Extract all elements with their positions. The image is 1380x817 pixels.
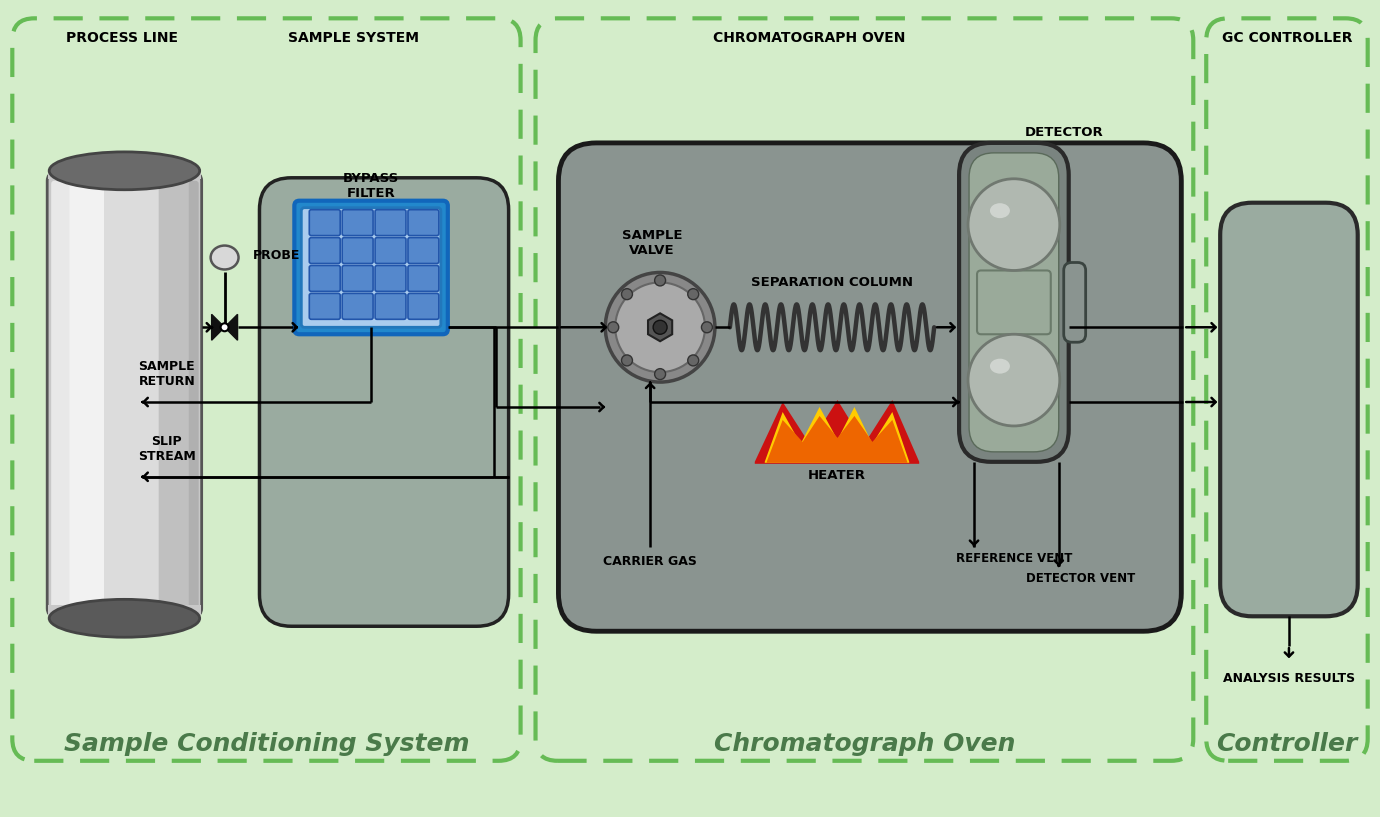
Text: CARRIER GAS: CARRIER GAS (603, 555, 697, 568)
Circle shape (654, 275, 665, 286)
Text: Chromatograph Oven: Chromatograph Oven (713, 732, 1016, 756)
FancyBboxPatch shape (159, 181, 189, 609)
FancyBboxPatch shape (342, 210, 373, 235)
FancyBboxPatch shape (408, 293, 439, 319)
FancyBboxPatch shape (294, 201, 448, 334)
Polygon shape (767, 416, 907, 462)
FancyBboxPatch shape (104, 181, 159, 609)
Text: SAMPLE
VALVE: SAMPLE VALVE (622, 229, 682, 257)
Polygon shape (765, 407, 909, 462)
Text: DETECTOR VENT: DETECTOR VENT (1027, 572, 1136, 585)
FancyBboxPatch shape (309, 238, 341, 264)
FancyBboxPatch shape (408, 210, 439, 235)
Polygon shape (225, 315, 237, 340)
Circle shape (621, 355, 632, 366)
Text: Controller: Controller (1216, 732, 1358, 756)
FancyBboxPatch shape (309, 266, 341, 292)
Ellipse shape (50, 600, 200, 637)
FancyBboxPatch shape (309, 210, 341, 235)
FancyBboxPatch shape (959, 143, 1068, 462)
Circle shape (615, 283, 705, 372)
Text: CHROMATOGRAPH OVEN: CHROMATOGRAPH OVEN (713, 31, 905, 45)
Circle shape (621, 288, 632, 300)
FancyBboxPatch shape (51, 181, 69, 609)
Text: PROCESS LINE: PROCESS LINE (66, 31, 178, 45)
Circle shape (607, 322, 618, 333)
Polygon shape (649, 314, 672, 342)
Text: SLIP
STREAM: SLIP STREAM (138, 435, 196, 463)
Circle shape (967, 334, 1060, 426)
Circle shape (654, 368, 665, 380)
FancyBboxPatch shape (375, 238, 406, 264)
FancyBboxPatch shape (375, 210, 406, 235)
Circle shape (687, 355, 698, 366)
FancyBboxPatch shape (408, 266, 439, 292)
Text: SEPARATION COLUMN: SEPARATION COLUMN (751, 276, 914, 289)
Polygon shape (755, 400, 919, 464)
Circle shape (967, 179, 1060, 270)
FancyBboxPatch shape (375, 266, 406, 292)
FancyBboxPatch shape (342, 293, 373, 319)
FancyBboxPatch shape (69, 181, 104, 609)
Text: Sample Conditioning System: Sample Conditioning System (63, 732, 469, 756)
Text: BYPASS
FILTER: BYPASS FILTER (344, 172, 399, 200)
Text: REFERENCE VENT: REFERENCE VENT (956, 552, 1072, 565)
Ellipse shape (50, 152, 200, 190)
FancyBboxPatch shape (977, 270, 1050, 334)
Circle shape (653, 320, 667, 334)
FancyBboxPatch shape (301, 208, 440, 328)
FancyBboxPatch shape (47, 173, 201, 616)
Text: SAMPLE
RETURN: SAMPLE RETURN (138, 360, 195, 388)
Text: ANALYSIS RESULTS: ANALYSIS RESULTS (1223, 672, 1355, 685)
FancyBboxPatch shape (259, 178, 509, 627)
FancyBboxPatch shape (48, 605, 200, 615)
FancyBboxPatch shape (342, 266, 373, 292)
FancyBboxPatch shape (1064, 262, 1086, 342)
Circle shape (701, 322, 712, 333)
FancyBboxPatch shape (1220, 203, 1358, 616)
Text: HEATER: HEATER (807, 469, 865, 482)
Ellipse shape (211, 246, 239, 270)
Circle shape (687, 288, 698, 300)
Circle shape (221, 324, 229, 331)
FancyBboxPatch shape (189, 181, 199, 609)
Ellipse shape (989, 203, 1010, 218)
Circle shape (606, 272, 715, 382)
Ellipse shape (989, 359, 1010, 373)
FancyBboxPatch shape (408, 238, 439, 264)
Text: DETECTOR: DETECTOR (1024, 127, 1103, 140)
Text: SAMPLE SYSTEM: SAMPLE SYSTEM (287, 31, 418, 45)
FancyBboxPatch shape (48, 169, 200, 179)
Text: PROBE: PROBE (253, 249, 299, 262)
FancyBboxPatch shape (375, 293, 406, 319)
Text: GC CONTROLLER: GC CONTROLLER (1221, 31, 1352, 45)
Polygon shape (211, 315, 225, 340)
FancyBboxPatch shape (309, 293, 341, 319)
FancyBboxPatch shape (559, 143, 1181, 632)
FancyBboxPatch shape (342, 238, 373, 264)
FancyBboxPatch shape (969, 153, 1058, 452)
